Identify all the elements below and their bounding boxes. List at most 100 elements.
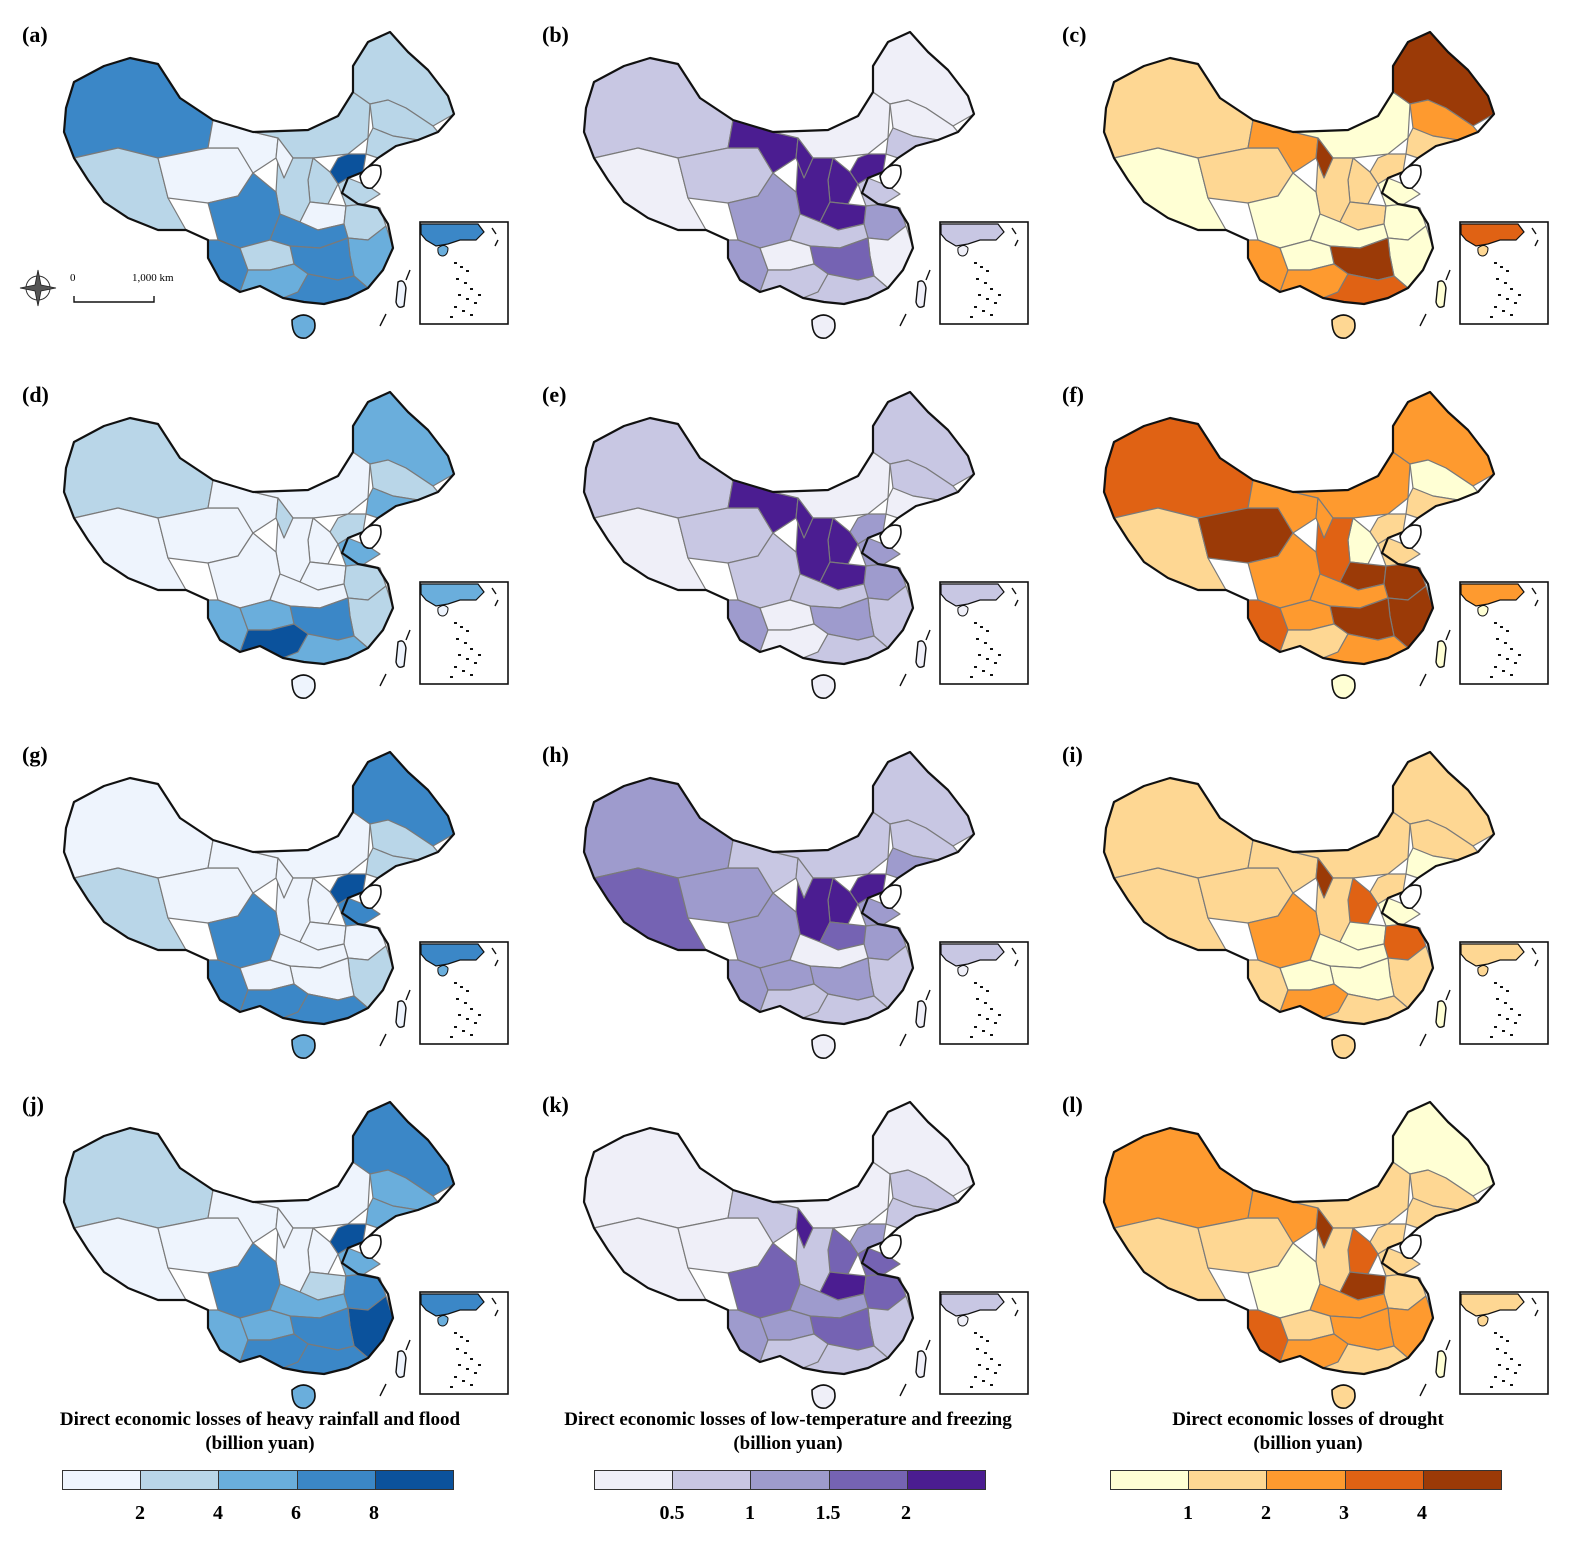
country-outline (582, 1100, 976, 1376)
china-choropleth-map (19, 30, 509, 339)
legend-flood-unit: (billion yuan) (205, 1433, 315, 1454)
panel-label: (k) (542, 1092, 569, 1117)
china-choropleth-map (1102, 30, 1549, 339)
province-ningxia (275, 497, 294, 539)
china-choropleth-map (582, 750, 1029, 1059)
province-hainan (291, 674, 316, 699)
country-outline (62, 750, 456, 1026)
province-ningxia (795, 137, 814, 179)
south-china-sea-inset (1459, 221, 1549, 325)
legend-tick-label: 1 (1183, 1502, 1193, 1524)
china-choropleth-map (62, 750, 509, 1059)
province-xinjiang (63, 57, 214, 159)
province-hainan (1331, 674, 1356, 699)
legend-tick-label: 0.5 (659, 1502, 685, 1524)
legend-swatch (907, 1471, 986, 1489)
legend-flood-title: Direct economic losses of heavy rainfall… (59, 1409, 461, 1430)
china-choropleth-map (1102, 1100, 1549, 1409)
country-outline (1102, 1100, 1496, 1376)
bohai-sea (1399, 164, 1422, 190)
legend-swatch (1189, 1471, 1268, 1489)
panel-label: (b) (542, 22, 569, 47)
province-hainan (811, 1384, 836, 1409)
coast-mark (379, 313, 387, 327)
legend-swatch (1423, 1471, 1502, 1489)
legend-tick-label: 4 (213, 1502, 223, 1524)
coast-mark (899, 673, 907, 687)
province-ningxia (795, 857, 814, 899)
country-outline (1102, 390, 1496, 666)
panel-label: (a) (22, 22, 48, 47)
legend-freeze-unit: (billion yuan) (733, 1433, 843, 1454)
coast-mark (1445, 629, 1451, 641)
coast-mark (405, 989, 411, 1001)
province-taiwan (1435, 1350, 1447, 1379)
legend-flood: Direct economic losses of heavy rainfall… (0, 1408, 520, 1524)
coast-mark (1419, 673, 1427, 687)
china-choropleth-map (1102, 750, 1549, 1059)
province-ningxia (275, 857, 294, 899)
south-china-sea-inset (419, 941, 509, 1045)
coast-mark (925, 269, 931, 281)
legend-swatch (297, 1471, 376, 1489)
legend-swatch (219, 1471, 298, 1489)
china-choropleth-map (62, 390, 509, 699)
bohai-sea (359, 884, 382, 910)
legend-swatch (1345, 1471, 1424, 1489)
map-panel: (e) (528, 368, 1048, 708)
province-taiwan (915, 280, 927, 309)
legend-freeze: Direct economic losses of low-temperatur… (528, 1408, 1048, 1524)
map-panel: (d) (8, 368, 528, 708)
coast-mark (1419, 1033, 1427, 1047)
province-hainan (811, 1034, 836, 1059)
province-hainan (811, 674, 836, 699)
bohai-sea (1399, 1234, 1422, 1260)
coast-mark (925, 989, 931, 1001)
panel-label: (j) (22, 1092, 44, 1117)
legend-swatch (595, 1471, 674, 1489)
province-taiwan (395, 1350, 407, 1379)
legend-tick-label: 2 (135, 1502, 145, 1524)
south-china-sea-inset (419, 581, 509, 685)
south-china-sea-inset (939, 221, 1029, 325)
legend-tick-label: 2 (1261, 1502, 1271, 1524)
bohai-sea (879, 164, 902, 190)
legend-tick-label: 4 (1417, 1502, 1427, 1524)
province-ningxia (795, 1207, 814, 1249)
south-china-sea-inset (419, 221, 509, 325)
china-choropleth-map (62, 1100, 509, 1409)
country-outline (582, 390, 976, 666)
province-xinjiang (1103, 1127, 1254, 1229)
map-panel: (j) (8, 1078, 528, 1418)
coast-mark (899, 1383, 907, 1397)
bohai-sea (359, 1234, 382, 1260)
bohai-sea (879, 1234, 902, 1260)
legend-tick-label: 8 (369, 1502, 379, 1524)
bohai-sea (879, 884, 902, 910)
province-xinjiang (583, 417, 734, 519)
province-ningxia (795, 497, 814, 539)
panel-label: (h) (542, 742, 569, 767)
south-china-sea-inset (1459, 1291, 1549, 1395)
legend-swatch (673, 1471, 752, 1489)
province-hainan (291, 314, 316, 339)
country-outline (582, 750, 976, 1026)
china-choropleth-map (582, 390, 1029, 699)
province-xinjiang (63, 417, 214, 519)
coast-mark (379, 673, 387, 687)
province-ningxia (275, 1207, 294, 1249)
province-xinjiang (583, 57, 734, 159)
bohai-sea (1399, 884, 1422, 910)
province-xinjiang (583, 1127, 734, 1229)
country-outline (62, 390, 456, 666)
legend-tick-label: 2 (901, 1502, 911, 1524)
bohai-sea (1399, 524, 1422, 550)
south-china-sea-inset (939, 581, 1029, 685)
coast-mark (925, 1339, 931, 1351)
legend-drought-colorbar (1110, 1470, 1502, 1490)
legend-tick-label: 6 (291, 1502, 301, 1524)
panel-label: (l) (1062, 1092, 1083, 1117)
province-taiwan (915, 1350, 927, 1379)
legend-tick-label: 1.5 (815, 1502, 841, 1524)
province-xinjiang (1103, 777, 1254, 879)
